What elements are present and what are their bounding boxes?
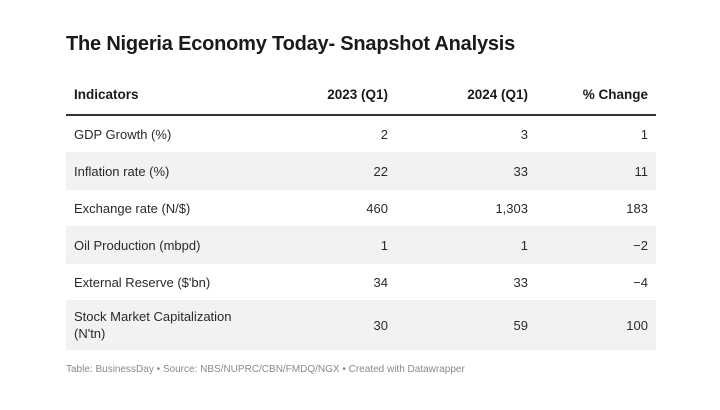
cell-value: 1 (396, 226, 536, 264)
column-header-percent-change[interactable]: % Change (536, 74, 656, 116)
column-header-indicators[interactable]: Indicators (66, 74, 266, 116)
cell-value: 1 (266, 226, 396, 264)
column-header-2024-q1[interactable]: 2024 (Q1) (396, 74, 536, 116)
table-header-row: Indicators 2023 (Q1) 2024 (Q1) % Change (66, 74, 656, 116)
cell-value: 1,303 (396, 189, 536, 227)
table-row: Oil Production (mbpd) 1 1 −2 (66, 226, 656, 264)
cell-value: 1 (536, 115, 656, 153)
table-row: GDP Growth (%) 2 3 1 (66, 115, 656, 153)
cell-value: 33 (396, 263, 536, 301)
row-label-gdp-growth: GDP Growth (%) (66, 115, 266, 153)
column-header-2023-q1[interactable]: 2023 (Q1) (266, 74, 396, 116)
table-row: Stock Market Capitalization (N'tn) 30 59… (66, 300, 656, 350)
cell-value: 34 (266, 263, 396, 301)
row-label-exchange-rate: Exchange rate (N/$) (66, 189, 266, 227)
chart-title: The Nigeria Economy Today- Snapshot Anal… (66, 33, 516, 55)
cell-value: 22 (266, 152, 396, 190)
cell-value: −4 (536, 263, 656, 301)
cell-value: 100 (536, 300, 656, 350)
row-label-external-reserve: External Reserve ($'bn) (66, 263, 266, 301)
table-row: External Reserve ($'bn) 34 33 −4 (66, 263, 656, 301)
cell-value: 183 (536, 189, 656, 227)
row-label-inflation-rate: Inflation rate (%) (66, 152, 266, 190)
row-label-stock-market-cap: Stock Market Capitalization (N'tn) (66, 300, 266, 350)
source-footer: Table: BusinessDay • Source: NBS/NUPRC/C… (66, 364, 465, 375)
cell-value: 3 (396, 115, 536, 153)
cell-value: 2 (266, 115, 396, 153)
cell-value: 11 (536, 152, 656, 190)
cell-value: 33 (396, 152, 536, 190)
cell-value: −2 (536, 226, 656, 264)
cell-value: 59 (396, 300, 536, 350)
cell-value: 460 (266, 189, 396, 227)
data-table: Indicators 2023 (Q1) 2024 (Q1) % Change … (66, 74, 656, 350)
row-label-oil-production: Oil Production (mbpd) (66, 226, 266, 264)
table-row: Inflation rate (%) 22 33 11 (66, 152, 656, 190)
table-row: Exchange rate (N/$) 460 1,303 183 (66, 189, 656, 227)
cell-value: 30 (266, 300, 396, 350)
